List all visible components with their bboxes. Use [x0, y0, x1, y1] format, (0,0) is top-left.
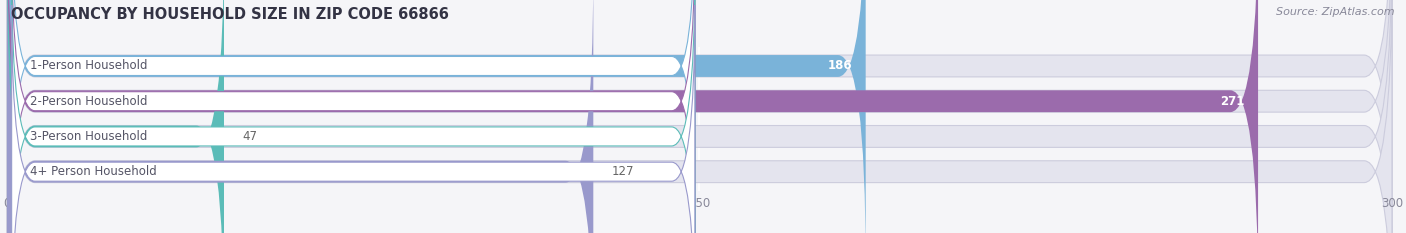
Text: OCCUPANCY BY HOUSEHOLD SIZE IN ZIP CODE 66866: OCCUPANCY BY HOUSEHOLD SIZE IN ZIP CODE … — [11, 7, 449, 22]
FancyBboxPatch shape — [11, 0, 695, 233]
Text: 47: 47 — [242, 130, 257, 143]
Text: 271: 271 — [1220, 95, 1244, 108]
FancyBboxPatch shape — [7, 0, 1392, 233]
Text: 2-Person Household: 2-Person Household — [30, 95, 148, 108]
FancyBboxPatch shape — [7, 0, 1392, 233]
FancyBboxPatch shape — [7, 0, 224, 233]
FancyBboxPatch shape — [7, 0, 866, 233]
Text: 3-Person Household: 3-Person Household — [30, 130, 148, 143]
Text: 1-Person Household: 1-Person Household — [30, 59, 148, 72]
FancyBboxPatch shape — [11, 0, 695, 233]
FancyBboxPatch shape — [11, 5, 695, 233]
FancyBboxPatch shape — [11, 0, 695, 233]
Text: Source: ZipAtlas.com: Source: ZipAtlas.com — [1277, 7, 1395, 17]
Text: 4+ Person Household: 4+ Person Household — [30, 165, 157, 178]
Text: 127: 127 — [612, 165, 634, 178]
Text: 186: 186 — [827, 59, 852, 72]
FancyBboxPatch shape — [7, 0, 593, 233]
FancyBboxPatch shape — [7, 0, 1392, 233]
FancyBboxPatch shape — [7, 0, 1392, 233]
FancyBboxPatch shape — [7, 0, 1258, 233]
